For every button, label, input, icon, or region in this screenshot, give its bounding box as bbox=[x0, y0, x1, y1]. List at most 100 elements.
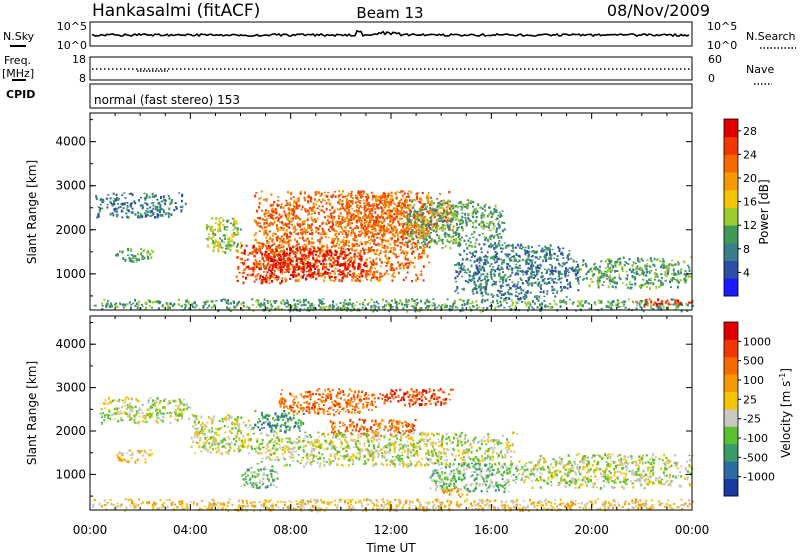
power-cell bbox=[350, 193, 353, 196]
power-cell bbox=[399, 245, 402, 249]
power-cell bbox=[360, 241, 363, 244]
power-cell bbox=[451, 217, 454, 221]
power-cell bbox=[497, 236, 500, 239]
power-cell bbox=[561, 251, 564, 254]
power-cell bbox=[337, 239, 340, 242]
power-cell bbox=[379, 220, 382, 223]
power-cell bbox=[671, 259, 674, 262]
power-cell bbox=[459, 244, 462, 247]
power-cell bbox=[615, 303, 618, 307]
power-cell bbox=[340, 225, 343, 229]
power-cell bbox=[422, 226, 425, 229]
power-cell bbox=[597, 283, 599, 286]
power-cell bbox=[412, 241, 415, 244]
power-cell bbox=[99, 198, 102, 202]
power-cell bbox=[338, 215, 341, 217]
power-cell bbox=[548, 281, 551, 284]
power-cell bbox=[363, 252, 366, 255]
power-cell bbox=[372, 235, 375, 239]
power-cell bbox=[336, 242, 339, 244]
power-cell bbox=[510, 299, 513, 302]
power-cell bbox=[329, 279, 332, 282]
power-cell bbox=[195, 304, 198, 307]
power-cell bbox=[522, 271, 525, 273]
power-cell bbox=[287, 305, 290, 308]
power-cell bbox=[383, 217, 386, 220]
power-cell bbox=[269, 255, 272, 258]
power-cell bbox=[316, 251, 318, 253]
power-cell bbox=[330, 259, 333, 262]
power-cell bbox=[226, 225, 229, 228]
power-cell bbox=[283, 210, 286, 213]
power-cell bbox=[429, 220, 432, 222]
power-cell bbox=[341, 199, 344, 202]
power-cell bbox=[321, 227, 324, 231]
power-cell bbox=[459, 205, 462, 208]
power-cell bbox=[318, 198, 321, 201]
power-cell bbox=[551, 272, 554, 276]
power-cell bbox=[517, 266, 520, 270]
power-cell bbox=[498, 280, 501, 283]
power-cell bbox=[281, 254, 284, 256]
power-cell bbox=[509, 292, 512, 296]
power-cell bbox=[144, 214, 147, 218]
power-cell bbox=[448, 204, 451, 207]
power-cell bbox=[120, 202, 123, 205]
power-cell bbox=[596, 267, 599, 271]
power-cell bbox=[312, 253, 315, 257]
power-cell bbox=[422, 221, 425, 224]
power-cell bbox=[260, 225, 263, 228]
power-cell bbox=[448, 307, 451, 310]
power-cell bbox=[335, 263, 338, 266]
power-cell bbox=[116, 305, 119, 308]
power-cell bbox=[398, 210, 401, 213]
power-cell bbox=[352, 238, 355, 241]
power-cell bbox=[464, 271, 467, 274]
power-cell bbox=[391, 209, 394, 213]
power-cell bbox=[352, 267, 355, 270]
power-cell bbox=[626, 274, 629, 277]
power-cell bbox=[619, 257, 622, 260]
power-cell bbox=[267, 261, 270, 264]
power-cell bbox=[451, 229, 454, 232]
power-cell bbox=[272, 217, 275, 220]
power-cell bbox=[317, 249, 320, 252]
power-cell bbox=[561, 273, 564, 276]
power-cell bbox=[387, 192, 390, 195]
power-cell bbox=[392, 272, 395, 275]
power-cell bbox=[649, 279, 652, 282]
power-cell bbox=[326, 195, 329, 198]
power-cell bbox=[384, 251, 387, 254]
power-cell bbox=[383, 197, 386, 201]
power-cell bbox=[369, 231, 372, 234]
power-cell bbox=[454, 290, 457, 293]
power-cell bbox=[288, 259, 291, 262]
power-cell bbox=[513, 283, 516, 286]
power-cell bbox=[422, 244, 425, 247]
power-cell bbox=[500, 296, 503, 300]
power-cell bbox=[121, 210, 124, 213]
power-cell bbox=[295, 259, 298, 262]
power-cell bbox=[348, 205, 351, 208]
power-cell bbox=[675, 273, 678, 276]
power-cell bbox=[264, 212, 267, 214]
power-cell bbox=[373, 273, 376, 277]
power-cell bbox=[440, 238, 443, 241]
power-cell bbox=[383, 195, 385, 199]
power-cell bbox=[472, 205, 474, 208]
power-cell bbox=[233, 241, 236, 244]
power-cell bbox=[416, 298, 419, 301]
power-cell bbox=[328, 257, 331, 260]
power-cell bbox=[421, 191, 424, 195]
power-cell bbox=[174, 202, 177, 204]
power-cell bbox=[134, 257, 137, 260]
power-cell bbox=[265, 198, 267, 201]
power-cell bbox=[387, 209, 390, 212]
power-cell bbox=[325, 253, 328, 255]
power-cell bbox=[263, 271, 265, 273]
power-cell bbox=[503, 275, 506, 278]
power-cell bbox=[305, 208, 308, 211]
power-cell bbox=[265, 278, 268, 281]
power-cell bbox=[124, 258, 127, 262]
power-cell bbox=[325, 232, 328, 235]
